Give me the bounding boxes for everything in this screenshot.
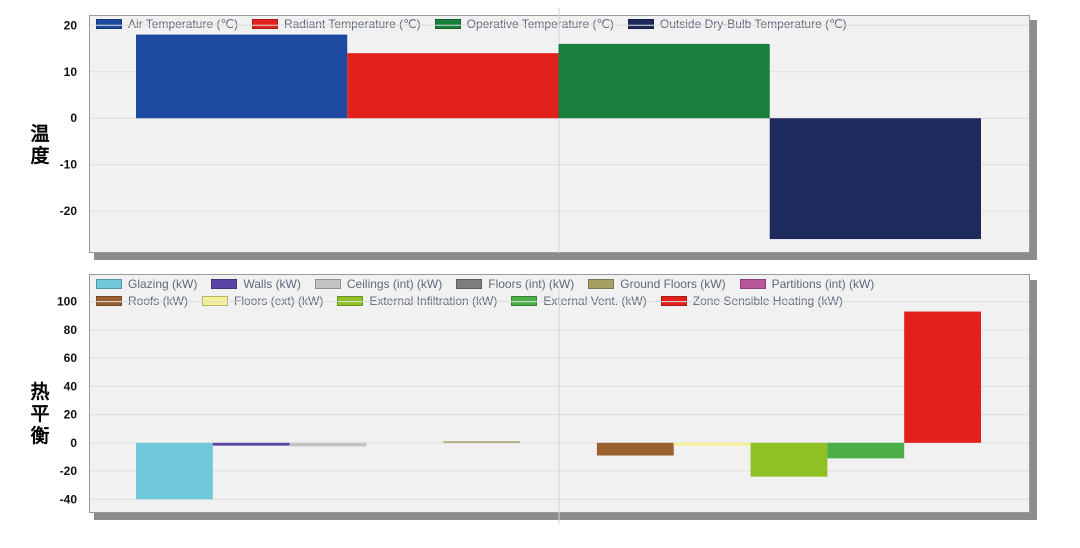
legend-label: Floors (int) (kW) bbox=[488, 277, 575, 291]
temperature-axis-title: 温度 bbox=[30, 123, 50, 167]
legend-item-floors[interactable]: Floors (int) (kW) bbox=[456, 277, 574, 291]
legend-label: External Infiltration (kW) bbox=[369, 294, 498, 308]
legend-item-zone-sensible-heating[interactable]: Zone Sensible Heating (kW) bbox=[660, 294, 843, 308]
legend-swatch bbox=[588, 279, 615, 289]
legend-label: Radiant Temperature (℃) bbox=[283, 17, 421, 31]
legend-label: Operative Temperature (℃) bbox=[466, 17, 614, 31]
legend-label: Zone Sensible Heating (kW) bbox=[692, 294, 843, 308]
bar-air-temperature[interactable] bbox=[136, 34, 348, 119]
legend-label: Air Temperature (℃) bbox=[128, 17, 238, 31]
heat-balance-chart-panel bbox=[89, 274, 1030, 513]
legend-label: Ceilings (int) (kW) bbox=[346, 277, 443, 291]
heat-balance-legend-row-2: Roofs (kW) Floors (ext) (kW) External Infi… bbox=[96, 294, 857, 308]
y-tick-label: 20 bbox=[64, 18, 78, 32]
legend-item-floors[interactable]: Floors (ext) (kW) bbox=[202, 294, 323, 308]
legend-label: Ground Floors (kW) bbox=[620, 277, 726, 291]
bar-radiant-temperature[interactable] bbox=[347, 53, 559, 119]
legend-swatch bbox=[251, 19, 278, 29]
legend-label: Partitions (int) (kW) bbox=[771, 277, 875, 291]
legend-label: Walls (kW) bbox=[243, 277, 301, 291]
legend-swatch bbox=[739, 279, 766, 289]
y-tick-label: 10 bbox=[64, 65, 78, 79]
bar-outside-dry-bulb-temperature[interactable] bbox=[769, 118, 981, 240]
legend-swatch bbox=[202, 296, 228, 306]
legend-item-roofs[interactable]: Roofs (kW) bbox=[96, 294, 188, 308]
heat-balance-axis-title: 热平衡 bbox=[30, 381, 50, 447]
legend-swatch bbox=[456, 279, 483, 289]
legend-swatch bbox=[511, 296, 538, 306]
legend-swatch bbox=[96, 296, 122, 306]
legend-item-operative-temperature[interactable]: Operative Temperature (℃) bbox=[434, 17, 614, 31]
legend-swatch bbox=[660, 296, 687, 306]
legend-item-radiant-temperature[interactable]: Radiant Temperature (℃) bbox=[251, 17, 421, 31]
legend-item-air-temperature[interactable]: Air Temperature (℃) bbox=[96, 17, 238, 31]
legend-swatch bbox=[96, 279, 122, 289]
bar-operative-temperature[interactable] bbox=[558, 43, 770, 119]
legend-item-walls[interactable]: Walls (kW) bbox=[211, 277, 301, 291]
legend-item-glazing[interactable]: Glazing (kW) bbox=[96, 277, 197, 291]
legend-swatch bbox=[627, 19, 654, 29]
legend-item-partitions[interactable]: Partitions (int) (kW) bbox=[739, 277, 875, 291]
heat-balance-legend-row-1: Glazing (kW) Walls (kW) Ceilings (int) (kW… bbox=[96, 277, 888, 291]
temperature-legend: Air Temperature (℃) Radiant Temperature (… bbox=[96, 17, 861, 31]
legend-swatch bbox=[211, 279, 238, 289]
legend-item-outside-dry-bulb-temperature[interactable]: Outside Dry-Bulb Temperature (℃) bbox=[627, 17, 847, 31]
legend-swatch bbox=[314, 279, 341, 289]
legend-label: Glazing (kW) bbox=[128, 277, 198, 291]
legend-item-external-infiltration[interactable]: External Infiltration (kW) bbox=[337, 294, 497, 308]
y-tick-label: -20 bbox=[60, 204, 78, 218]
legend-swatch bbox=[434, 19, 461, 29]
y-tick-label: -10 bbox=[60, 158, 78, 172]
legend-label: Outside Dry-Bulb Temperature (℃) bbox=[659, 17, 847, 31]
legend-item-external-vent[interactable]: External Vent. (kW) bbox=[511, 294, 647, 308]
legend-swatch bbox=[337, 296, 364, 306]
y-tick-label: 0 bbox=[70, 111, 77, 125]
legend-label: External Vent. (kW) bbox=[543, 294, 647, 308]
legend-swatch bbox=[96, 19, 122, 29]
legend-label: Roofs (kW) bbox=[128, 294, 188, 308]
legend-item-ceilings[interactable]: Ceilings (int) (kW) bbox=[314, 277, 443, 291]
legend-item-ground-floors[interactable]: Ground Floors (kW) bbox=[588, 277, 726, 291]
legend-label: Floors (ext) (kW) bbox=[234, 294, 324, 308]
